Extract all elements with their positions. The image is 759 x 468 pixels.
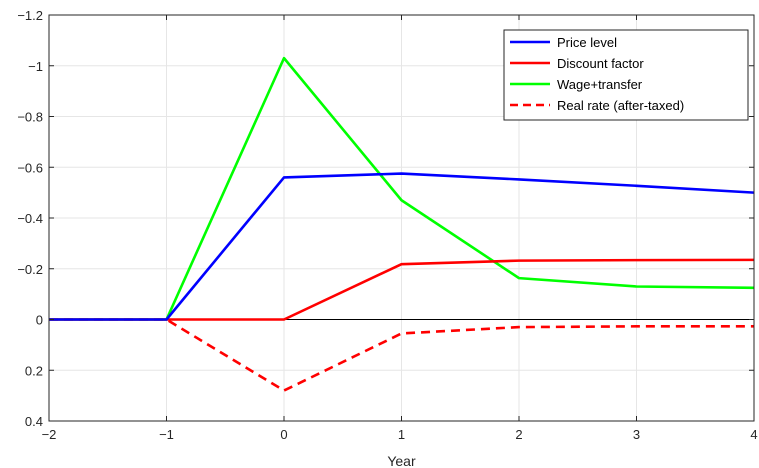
- series-group: [49, 56, 755, 392]
- series-line-0: [49, 172, 755, 321]
- y-tick-label-4: −0.4: [17, 211, 43, 226]
- y-tick-label-8: 0.4: [25, 414, 43, 429]
- series-line-3: [49, 318, 754, 392]
- y-tick-label-5: −0.2: [17, 262, 43, 277]
- legend-box: [503, 29, 749, 121]
- x-tick-label-5: 3: [633, 427, 640, 442]
- x-axis-label: Year: [387, 453, 416, 468]
- y-tick-label-0: −1.2: [17, 8, 43, 23]
- x-axis-ticks: −2 −1 0 1 2 3 4: [42, 15, 758, 442]
- legend-label-3: Real rate (after-taxed): [557, 98, 684, 113]
- legend-label-1: Discount factor: [557, 56, 644, 71]
- legend: Price level Discount factor Wage+transfer R…: [503, 29, 749, 121]
- x-tick-label-0: −2: [42, 427, 57, 442]
- x-tick-label-4: 2: [515, 427, 522, 442]
- x-tick-label-3: 1: [398, 427, 405, 442]
- y-tick-label-1: −1: [28, 59, 43, 74]
- x-tick-label-2: 0: [280, 427, 287, 442]
- y-tick-label-6: 0: [36, 313, 43, 328]
- x-tick-label-6: 4: [750, 427, 757, 442]
- y-tick-label-7: 0.2: [25, 363, 43, 378]
- x-tick-label-1: −1: [159, 427, 174, 442]
- legend-label-2: Wage+transfer: [557, 77, 643, 92]
- y-tick-label-3: −0.6: [17, 160, 43, 175]
- y-axis-ticks: −1.2 −1 −0.8 −0.6 −0.4 −0.2 0 0.2 0.4: [17, 8, 754, 429]
- y-tick-label-2: −0.8: [17, 110, 43, 125]
- legend-label-0: Price level: [557, 35, 617, 50]
